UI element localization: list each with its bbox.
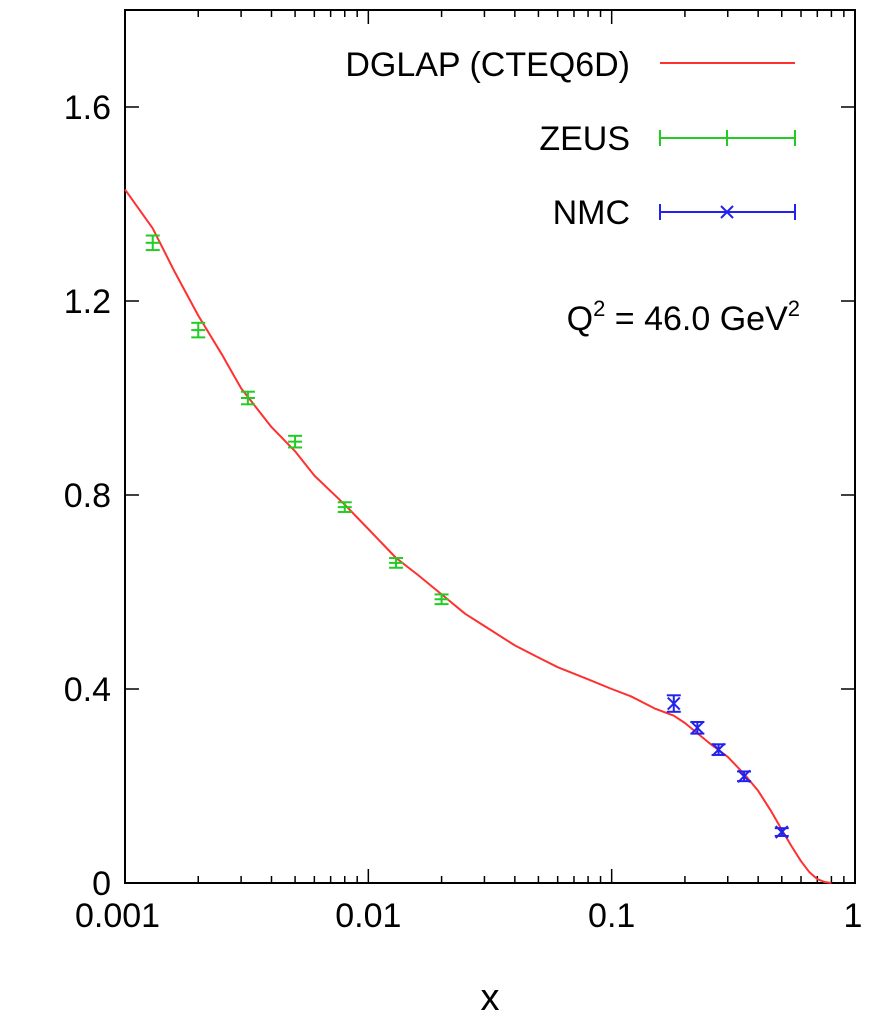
dglap-curve-layer — [124, 188, 832, 884]
nmc-points-layer — [666, 694, 789, 839]
zeus-point — [145, 234, 160, 252]
nmc-marker — [667, 696, 681, 711]
y-tick-label: 1.2 — [64, 283, 111, 321]
zeus-point — [434, 593, 449, 606]
dglap-curve — [124, 188, 832, 884]
legend-swatch-zeus — [659, 130, 796, 146]
q2-annotation-sup2: 2 — [788, 296, 800, 321]
q2-annotation-sup1: 2 — [593, 296, 605, 321]
y-tick-label: 0.4 — [64, 671, 111, 709]
zeus-point — [389, 557, 404, 569]
zeus-point — [191, 321, 206, 339]
nmc-marker — [737, 769, 751, 784]
x-tick-label: 0.1 — [588, 897, 635, 935]
legend-swatch-nmc — [659, 204, 796, 220]
plot-frame — [124, 9, 856, 884]
x-axis-label: x — [481, 977, 500, 1019]
zeus-point — [337, 501, 352, 513]
y-axis: 0 0.4 0.8 1.2 1.6 — [64, 89, 855, 903]
zeus-points-layer — [145, 234, 449, 606]
y-tick-label: 0.8 — [64, 477, 111, 515]
nmc-point — [774, 825, 789, 839]
x-tick-label: 0.001 — [75, 897, 160, 935]
x-axis: 0.001 0.01 0.1 1 — [75, 10, 862, 935]
nmc-marker — [690, 721, 705, 735]
x-tick-label: 0.01 — [335, 897, 401, 935]
y-tick-label: 0 — [92, 865, 111, 903]
legend: DGLAP (CTEQ6D) ZEUS NMC — [345, 46, 796, 232]
zeus-point — [288, 434, 303, 449]
nmc-point — [690, 720, 705, 735]
legend-label-zeus: ZEUS — [539, 120, 630, 158]
q2-annotation: Q2 = 46.0 GeV2 — [567, 296, 800, 338]
q2-annotation-mid: = 46.0 GeV — [605, 300, 788, 338]
nmc-point — [711, 742, 726, 757]
nmc-marker — [775, 825, 789, 839]
x-tick-label: 1 — [844, 897, 863, 935]
q2-annotation-q: Q — [567, 300, 593, 338]
zeus-point — [240, 390, 255, 406]
nmc-marker — [711, 742, 726, 757]
nmc-point — [666, 694, 681, 713]
nmc-point — [737, 769, 752, 784]
legend-label-nmc: NMC — [553, 194, 630, 232]
legend-label-dglap: DGLAP (CTEQ6D) — [345, 46, 630, 84]
y-tick-label: 1.6 — [64, 89, 111, 127]
